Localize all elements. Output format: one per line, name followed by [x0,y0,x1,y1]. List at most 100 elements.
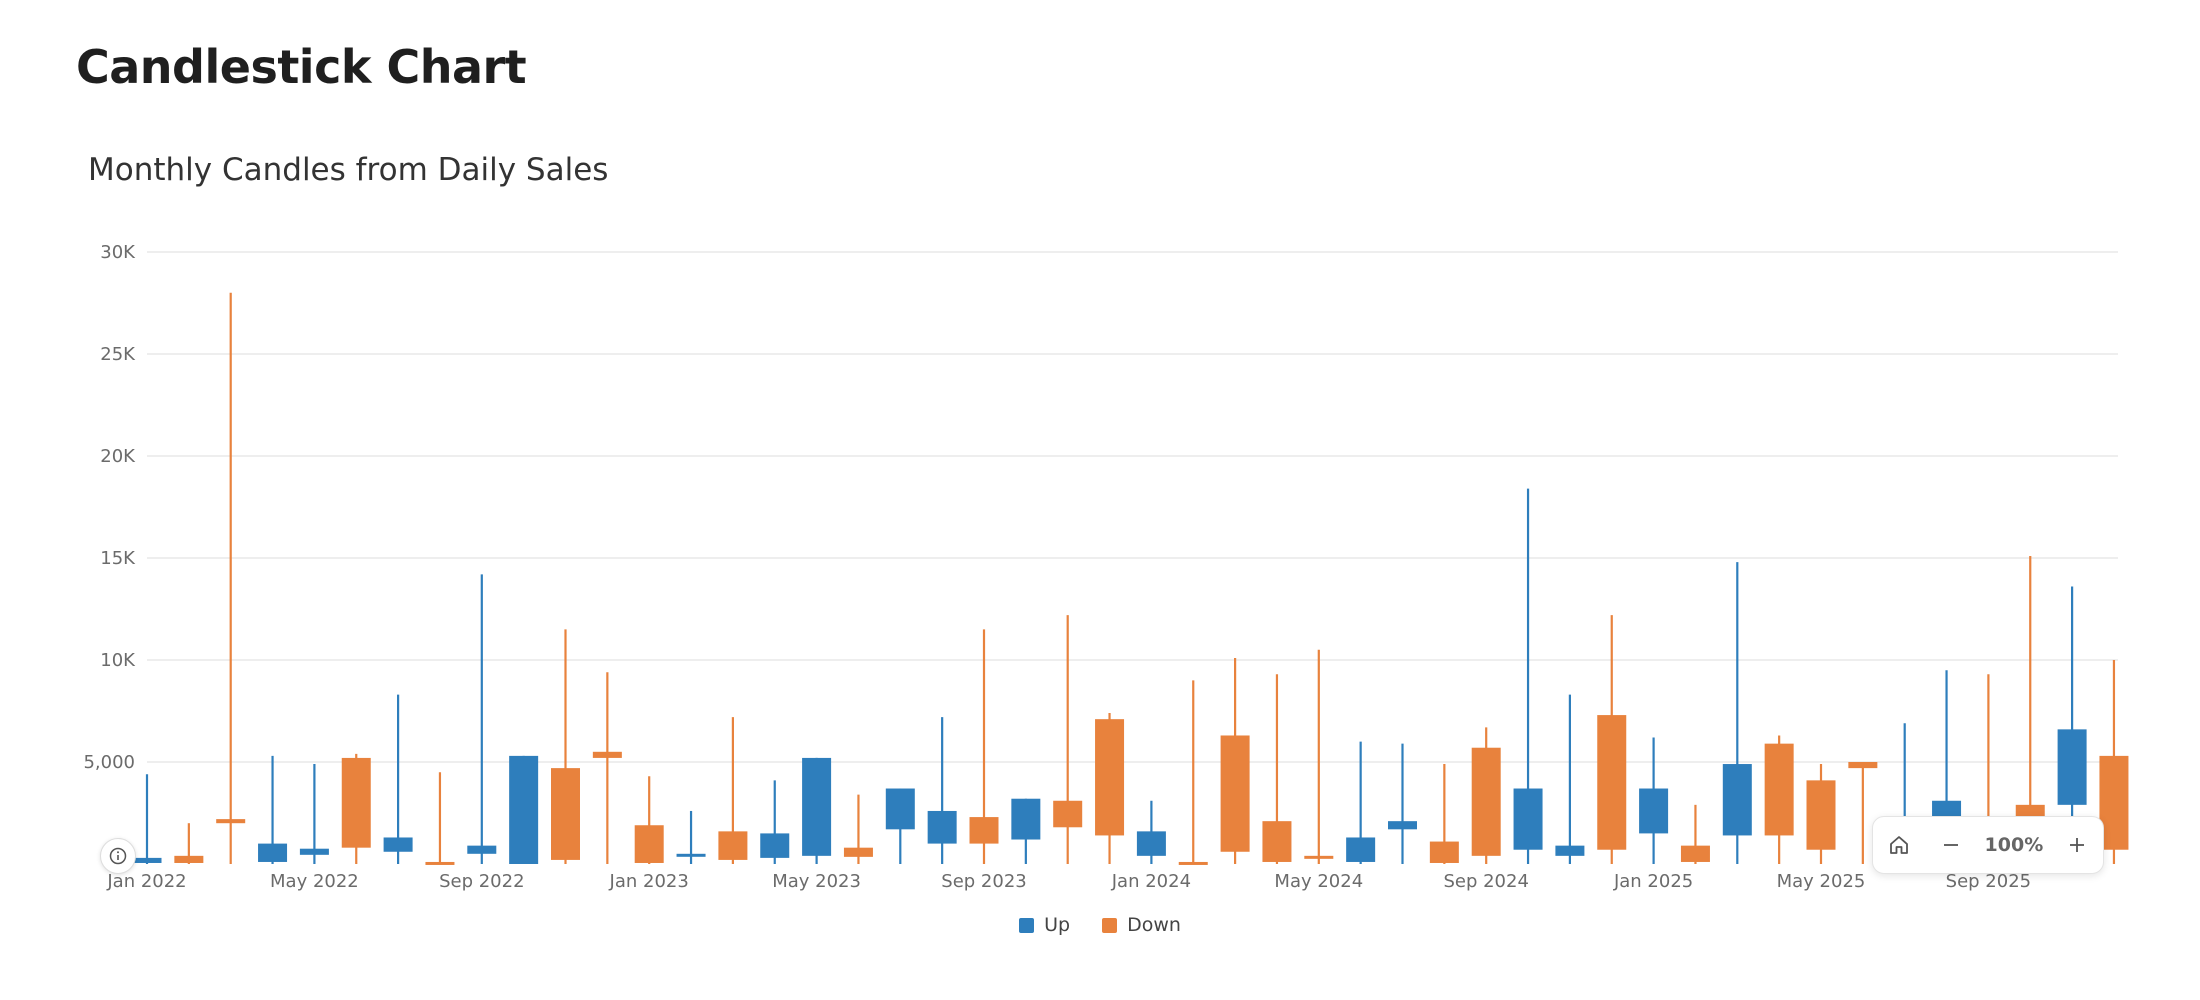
legend-swatch-down [1102,917,1118,933]
plus-icon [2070,838,2085,852]
candle-body [509,755,539,864]
legend-label-down: Down [1127,914,1181,936]
candle-body [1304,855,1334,859]
candle-body [676,853,706,857]
candle-body [802,757,832,856]
candle [592,672,622,864]
x-axis-ticks: Jan 2022 May 2022 Sep 2022 Jan 2023 May 2023… [106,871,2031,892]
zoom-in-button[interactable] [2059,827,2095,863]
candle-body [425,861,455,865]
zoom-out-button[interactable] [1933,827,1969,863]
info-icon [109,847,127,865]
candle-body [969,817,999,844]
candle [425,772,455,865]
y-tick-label: 15K [100,548,136,569]
x-tick-label: Jan 2025 [1613,871,1693,892]
x-tick-label: Sep 2024 [1443,871,1528,892]
info-button[interactable] [100,838,136,874]
candle-body [551,768,580,860]
x-tick-label: Jan 2022 [106,871,186,892]
candle-body [1136,831,1166,856]
candle [341,753,371,864]
candle-body [1346,837,1376,862]
candle [1011,798,1041,864]
gridlines [147,251,2118,763]
candle [1053,615,1083,864]
candle [1304,649,1334,864]
candle [1262,674,1292,864]
candle [885,788,915,864]
candle [1680,804,1710,864]
candle [467,574,497,864]
candle-body [1178,861,1208,865]
candle [760,780,790,864]
candle [718,717,748,864]
y-tick-label: 5,000 [83,752,135,773]
candle-body [2057,729,2087,805]
x-tick-label: Sep 2022 [439,871,524,892]
candle-body [1220,735,1250,852]
legend-item-up[interactable]: Up [1019,914,1070,936]
candle [1555,694,1585,864]
candle [299,764,329,864]
candle [1806,764,1836,864]
y-tick-label: 30K [100,242,136,263]
legend-item-down[interactable]: Down [1102,914,1181,936]
candle [1388,743,1417,864]
candle-body [843,847,873,857]
candle-body [2099,755,2129,850]
candle-body [1262,821,1292,862]
candle [927,717,957,864]
x-tick-label: May 2023 [772,871,861,892]
home-button[interactable] [1881,827,1917,863]
minus-icon [1943,844,1958,846]
candle [1346,741,1376,864]
candle [1429,764,1459,864]
x-tick-label: Sep 2025 [1946,871,2031,892]
x-tick-label: Jan 2024 [1111,871,1191,892]
candles [132,292,2129,865]
y-axis-ticks: 5,000 10K 15K 20K 25K 30K [83,242,136,773]
candle-body [1680,845,1710,862]
candle [634,776,664,864]
legend: Up Down [0,914,2200,936]
legend-swatch-up [1019,917,1035,933]
candle-body [760,833,790,858]
candle [1136,800,1166,864]
candle-body [1011,798,1041,840]
candle-body [1848,762,1878,769]
candle-body [132,857,162,863]
candle-body [1388,821,1417,830]
candle [1764,735,1794,864]
zoom-level: 100% [1984,834,2044,856]
candle [1513,488,1543,864]
candle [2057,586,2087,864]
candle-body [174,855,204,863]
candle [1639,737,1669,864]
candle [1220,657,1250,864]
candle-body [1095,719,1125,836]
candle [969,629,999,864]
x-tick-label: May 2025 [1777,871,1866,892]
candle-body [927,810,957,844]
candle-body [1597,715,1627,850]
candle-body [592,751,622,758]
candle [509,755,539,864]
x-tick-label: May 2024 [1274,871,1363,892]
candle-body [383,837,413,852]
x-tick-label: Sep 2023 [941,871,1026,892]
y-tick-label: 10K [100,650,136,671]
x-tick-label: Jan 2023 [609,871,689,892]
candle [174,823,204,864]
candle [258,755,288,864]
candle-body [1513,788,1543,850]
candle-body [1806,780,1836,850]
zoom-controls: 100% [1872,816,2104,874]
candle [1095,713,1125,864]
candle-body [1053,800,1083,828]
candle [551,629,580,864]
candle-body [634,825,664,863]
candle-body [1555,845,1585,856]
candle-body [258,843,288,862]
candle-body [467,845,497,854]
